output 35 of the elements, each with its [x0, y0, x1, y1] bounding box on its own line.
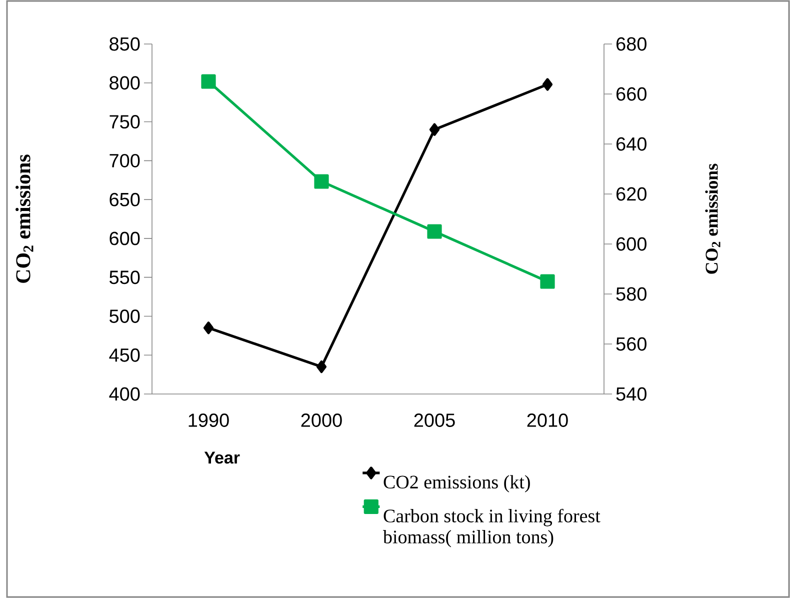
- y2-tick-label: 580: [616, 287, 646, 301]
- point: [542, 78, 553, 91]
- y2-tick-label: 640: [616, 137, 646, 151]
- x-axis-title: Year: [204, 452, 240, 464]
- y-tick-label: 850: [110, 37, 140, 51]
- y2-tick-label: 560: [616, 337, 646, 351]
- point: [316, 360, 327, 374]
- point: [427, 224, 442, 239]
- y-tick-label: 650: [110, 192, 140, 206]
- y-tick-label: 600: [110, 232, 140, 246]
- y2-tick-label: 600: [616, 237, 646, 251]
- y2-axis-title: CO$_{2}$ emissions: [705, 164, 720, 274]
- y-tick-label: 700: [110, 154, 140, 168]
- x-tick-label: 1990: [188, 414, 229, 427]
- point: [203, 322, 214, 334]
- x-tick-label: 2005: [414, 414, 455, 427]
- legend-label: CO2 emissions (kt): [384, 475, 530, 492]
- y-axis-title: CO$_{2}$ emissions: [16, 154, 34, 283]
- y2-tick-label: 680: [616, 37, 646, 51]
- y-tick-label: 550: [110, 270, 140, 284]
- y-tick-label: 750: [110, 115, 140, 129]
- y-tick-label: 800: [110, 76, 140, 90]
- x-tick-label: 2010: [527, 414, 568, 427]
- point: [429, 123, 440, 136]
- legend-label: Carbon stock in living forest biomass( million tons): [382, 508, 600, 548]
- y2-tick-label: 540: [616, 387, 646, 401]
- point: [540, 274, 555, 289]
- y2-tick-label: 660: [616, 87, 646, 101]
- point: [314, 174, 329, 189]
- x-tick-label: 2000: [301, 414, 342, 427]
- y-tick-label: 400: [109, 387, 140, 401]
- point: [201, 74, 216, 89]
- y-tick-label: 500: [110, 309, 140, 323]
- y-tick-label: 450: [109, 348, 140, 362]
- y2-tick-label: 620: [616, 187, 646, 201]
